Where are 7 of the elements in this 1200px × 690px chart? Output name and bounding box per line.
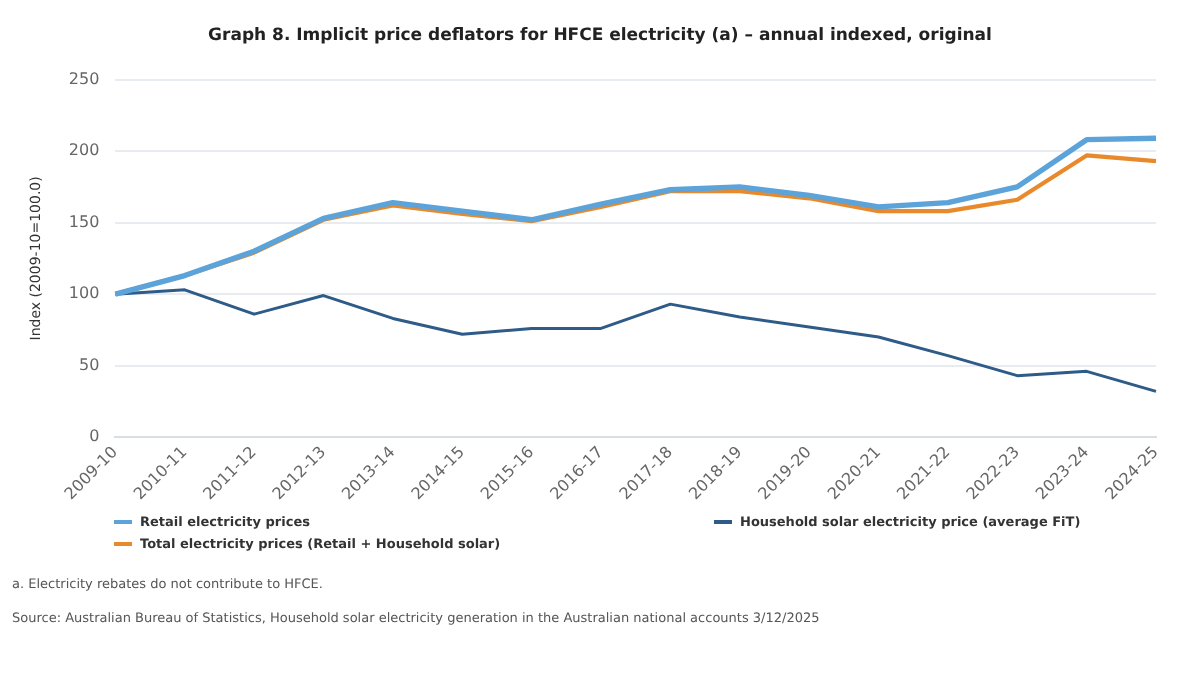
y-tick-label: 0 [89, 427, 100, 446]
y-tick-label: 150 [68, 212, 100, 231]
chart-title: Graph 8. Implicit price deflators for HFCE electricity (a) – annual indexed, original [206, 26, 994, 50]
y-tick-label: 50 [78, 355, 100, 374]
y-tick-label: 200 [68, 141, 100, 160]
y-tick-label: 100 [68, 284, 100, 303]
y-tick-label: 250 [68, 69, 100, 88]
